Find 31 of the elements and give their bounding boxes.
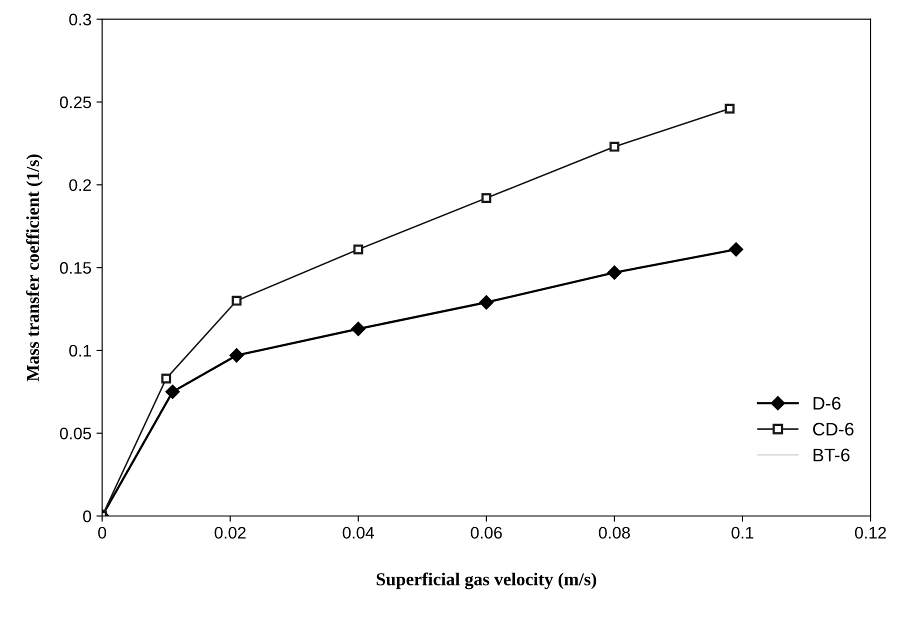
y-tick-label: 0.2 [69,179,91,192]
legend-label: CD-6 [813,422,854,436]
legend-label: D-6 [814,396,840,410]
point [232,296,242,306]
y-tick-label: 0.1 [69,344,91,357]
x-tick-label: 0.02 [214,526,246,539]
legend-label: BT-6 [814,448,850,462]
x-tick-label: 0.04 [342,526,374,539]
y-tick-label: 0.05 [60,428,92,440]
y-tick-label: 0 [83,510,92,522]
x-tick-label: 0.12 [854,526,886,539]
x-tick-label: 0.1 [732,526,754,539]
point [351,322,366,336]
y-axis-title: Mass transfer coefficient (1/s) [26,154,43,382]
point [230,348,244,362]
point [353,244,364,254]
x-tick-label: 0.06 [470,526,502,539]
point [609,142,620,152]
y-tick-label: 0.15 [60,262,92,274]
point [607,266,622,280]
point [166,384,180,399]
point [729,242,744,256]
point [481,193,492,203]
x-tick-label: 0 [98,526,106,539]
y-tick-label: 0.3 [69,14,92,26]
point [161,374,172,384]
point [479,295,494,310]
point [724,104,735,114]
x-tick-label: 0.08 [598,526,630,539]
x-axis-title: Superficial gas velocity (m/s) [376,572,596,590]
y-tick-label: 0.25 [60,96,92,108]
